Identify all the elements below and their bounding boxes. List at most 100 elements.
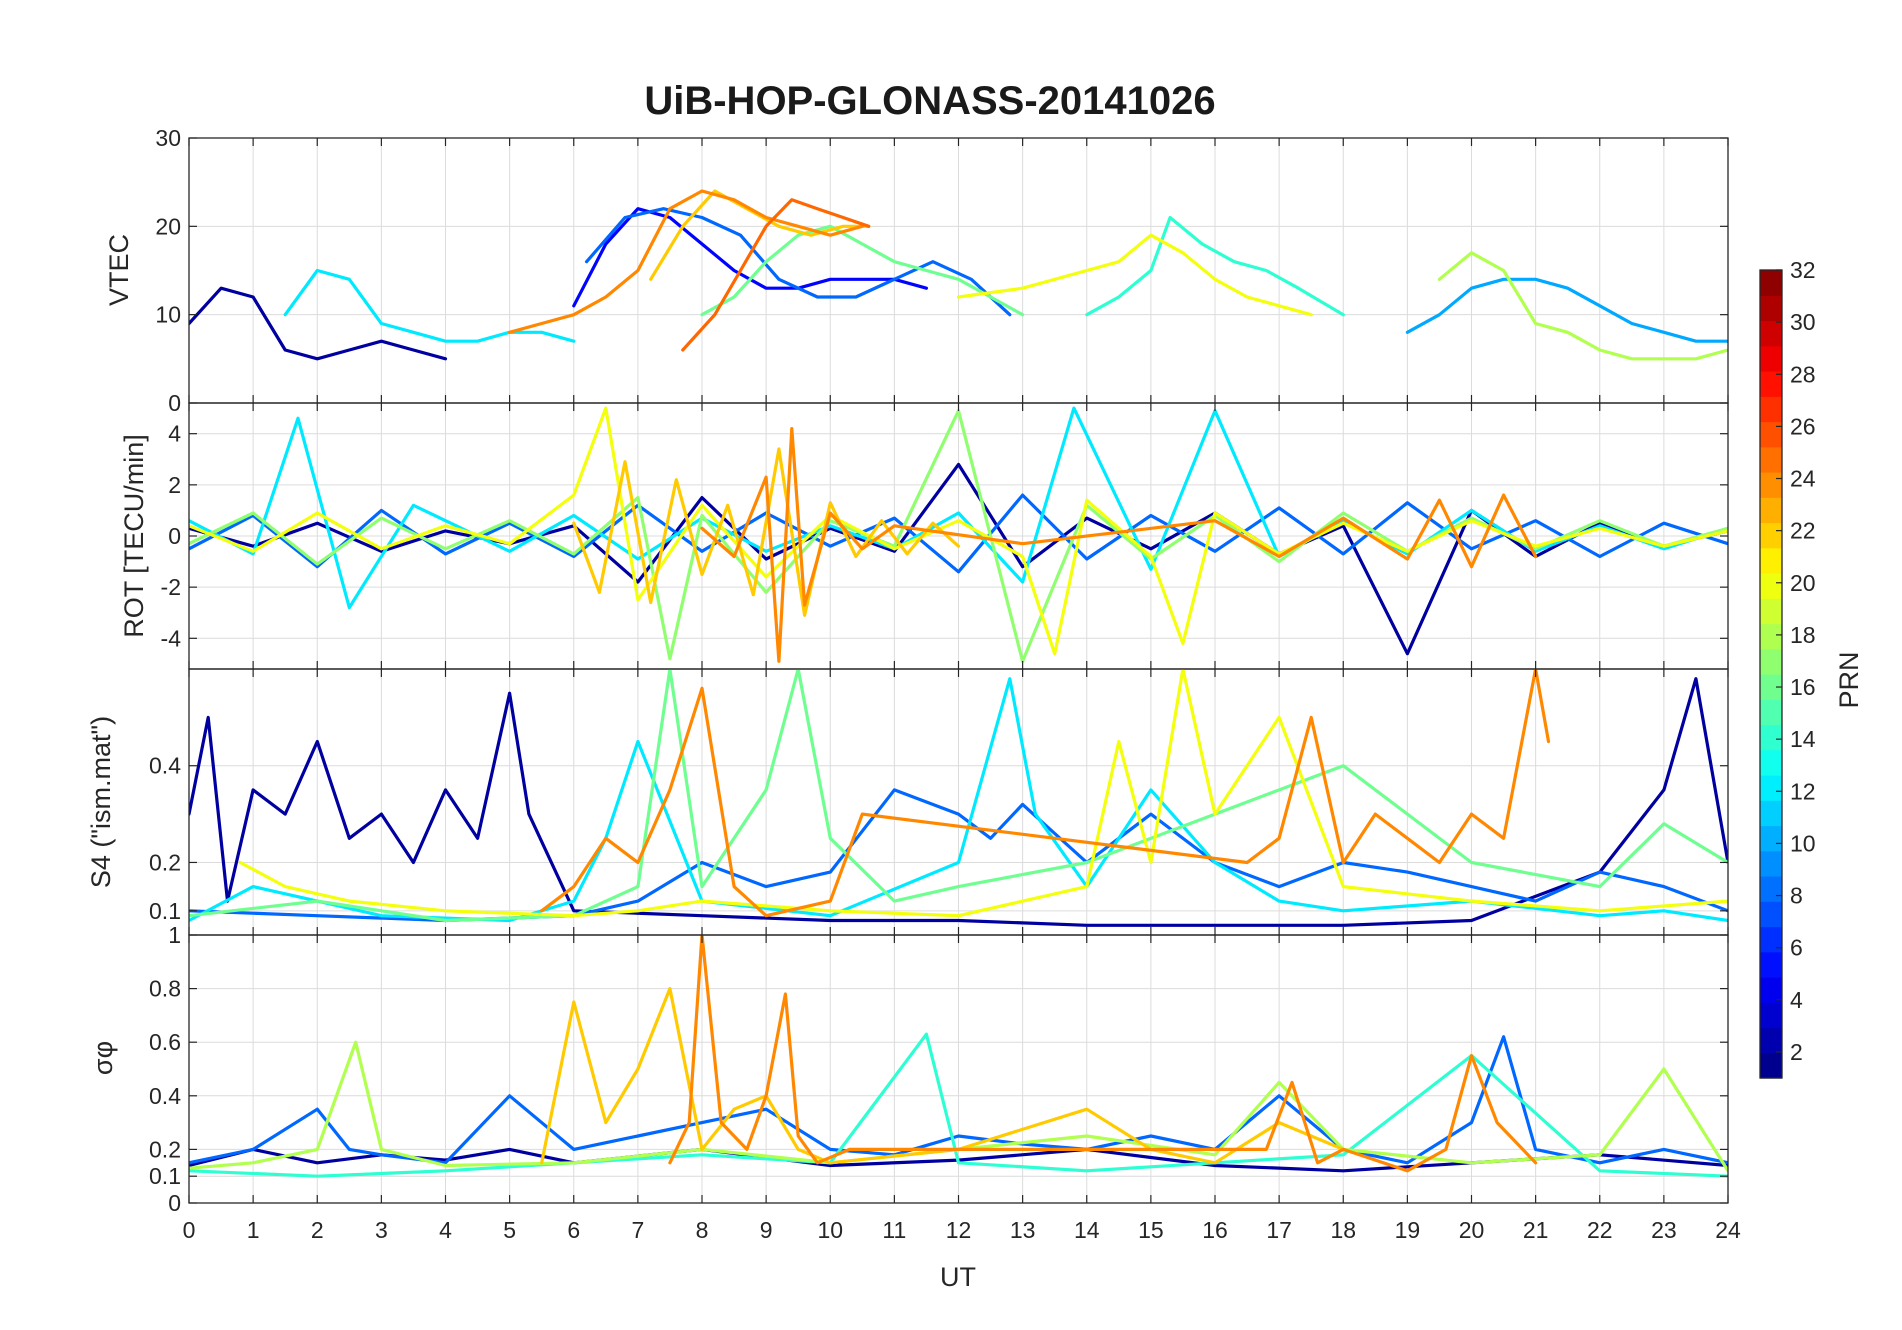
series-prn-8 — [189, 788, 1728, 923]
panel-rot: -4 -2 0 2 4 ROT [TECU/min] — [119, 402, 1729, 670]
x-tick-label: 13 — [1010, 1217, 1036, 1243]
colorbar-tick-label: 2 — [1790, 1039, 1803, 1065]
series-group — [189, 406, 1728, 663]
series-prn-12 — [189, 677, 1728, 923]
x-tick-label: 18 — [1330, 1217, 1356, 1243]
series-prn-8 — [585, 207, 1012, 317]
y-tick-label: 0 — [168, 1190, 181, 1216]
series-prn-14 — [189, 1032, 1728, 1178]
colorbar-tick-label: 32 — [1790, 257, 1816, 283]
colorbar-swatch — [1760, 345, 1782, 372]
y-axis-label: S4 ("ism.mat") — [86, 716, 116, 888]
series-prn-8 — [189, 1035, 1728, 1165]
series-prn-10 — [1405, 277, 1728, 343]
series-prn-16 — [700, 224, 1025, 317]
x-axis-label: UT — [940, 1262, 976, 1292]
x-tick-label: 15 — [1138, 1217, 1164, 1243]
x-tick-label: 11 — [882, 1217, 906, 1243]
colorbar-swatch — [1760, 850, 1782, 877]
series-prn-22 — [572, 447, 961, 617]
colorbar: 32 30 28 26 24 22 20 18 16 14 12 10 8 6 4 2 PRN — [1759, 257, 1864, 1079]
x-tick-label: 23 — [1651, 1217, 1677, 1243]
colorbar-swatch — [1760, 270, 1782, 296]
y-tick-label: 0.4 — [149, 753, 181, 779]
y-tick-label: 0.6 — [149, 1029, 181, 1055]
x-tick-label: 8 — [696, 1217, 709, 1243]
colorbar-tick-label: 12 — [1790, 778, 1816, 804]
x-tick-label: 16 — [1202, 1217, 1228, 1243]
x-tick-label: 19 — [1395, 1217, 1421, 1243]
x-tick-label: 6 — [567, 1217, 580, 1243]
series-prn-2 — [189, 286, 448, 361]
series-prn-24 — [540, 669, 1551, 918]
colorbar-swatch — [1760, 547, 1782, 574]
x-tick-label: 3 — [375, 1217, 388, 1243]
panel-sigma_phi: 00.10.20.40.60.810 1 2 3 4 5 6 7 8 9 10 11 12 13 14 15 1… — [88, 922, 1741, 1243]
y-tick-label: 0 — [168, 523, 181, 549]
colorbar-label: PRN — [1834, 651, 1864, 708]
colorbar-swatch — [1760, 497, 1782, 524]
colorbar-swatch — [1760, 951, 1782, 978]
x-tick-label: 4 — [439, 1217, 452, 1243]
series-prn-22 — [540, 987, 1345, 1165]
series-prn-17 — [189, 409, 1728, 663]
colorbar-swatch — [1760, 926, 1782, 953]
series-prn-8 — [189, 493, 1728, 574]
x-tick-label: 21 — [1523, 1217, 1549, 1243]
panel-vtec: 0 10 20 30 VTEC — [104, 125, 1729, 416]
x-tick-label: 14 — [1074, 1217, 1100, 1243]
colorbar-tick-label: 26 — [1790, 413, 1816, 439]
colorbar-swatch — [1760, 295, 1782, 322]
colorbar-swatch — [1760, 876, 1782, 902]
colorbar-swatch — [1760, 522, 1782, 549]
colorbar-tick-label: 8 — [1790, 883, 1803, 909]
colorbar-tick-label: 4 — [1790, 987, 1803, 1013]
colorbar-swatch — [1760, 724, 1782, 751]
colorbar-frame — [1759, 269, 1783, 1079]
series-prn-12 — [283, 268, 576, 343]
series-group — [189, 189, 1728, 361]
series-prn-24 — [508, 189, 864, 334]
y-tick-label: 30 — [155, 125, 181, 151]
colorbar-tick-label: 14 — [1790, 726, 1816, 752]
colorbar-tick-label: 20 — [1790, 570, 1816, 596]
colorbar-tick-label: 22 — [1790, 518, 1816, 544]
x-tick-label: 24 — [1715, 1217, 1741, 1243]
series-prn-20 — [956, 233, 1313, 317]
colorbar-swatch — [1760, 800, 1782, 827]
colorbar-swatch — [1760, 1027, 1782, 1054]
x-tick-label: 17 — [1266, 1217, 1292, 1243]
series-prn-12 — [189, 406, 1728, 610]
x-tick-label: 9 — [760, 1217, 773, 1243]
y-tick-label: 0 — [168, 390, 181, 416]
colorbar-swatch — [1760, 623, 1782, 650]
x-tick-label: 2 — [311, 1217, 324, 1243]
colorbar-tick-label: 30 — [1790, 309, 1816, 335]
y-axis-label: VTEC — [104, 234, 134, 306]
y-tick-label: -2 — [161, 574, 181, 600]
colorbar-tick-label: 28 — [1790, 361, 1816, 387]
series-prn-20 — [238, 669, 1728, 918]
y-tick-label: 0.2 — [149, 849, 181, 875]
y-tick-label: 0.2 — [149, 1136, 181, 1162]
colorbar-swatch — [1760, 573, 1782, 599]
y-tick-label: 1 — [168, 922, 181, 948]
y-tick-label: -4 — [161, 625, 182, 651]
colorbar-swatch — [1760, 472, 1782, 498]
y-tick-label: 0.1 — [149, 1163, 181, 1189]
colorbar-swatch — [1760, 371, 1782, 397]
colorbar-swatch — [1760, 749, 1782, 776]
colorbar-tick-label: 24 — [1790, 466, 1816, 492]
colorbar-swatch — [1760, 648, 1782, 675]
colorbar-swatch — [1760, 598, 1782, 625]
y-tick-label: 10 — [155, 302, 181, 328]
x-tick-label: 20 — [1459, 1217, 1485, 1243]
x-tick-label: 5 — [503, 1217, 516, 1243]
colorbar-swatch — [1760, 977, 1782, 1003]
series-prn-25 — [681, 198, 871, 352]
colorbar-swatch — [1760, 1052, 1782, 1079]
x-tick-label: 12 — [946, 1217, 972, 1243]
colorbar-tick-label: 10 — [1790, 830, 1816, 856]
